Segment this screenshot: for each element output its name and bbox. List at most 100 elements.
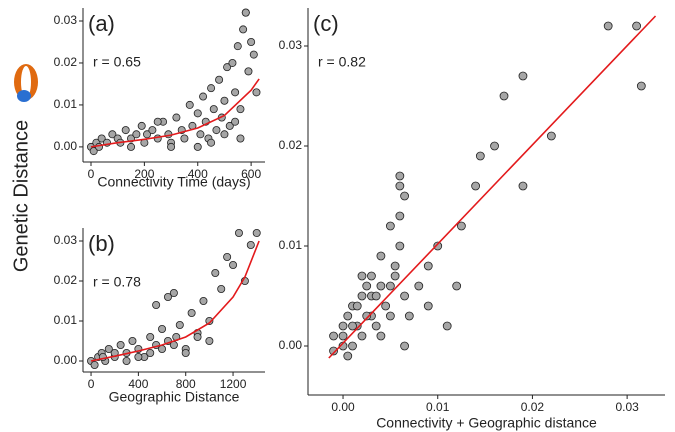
x-tick-label: 0 xyxy=(88,377,95,391)
panel-label: (a) xyxy=(88,11,115,36)
point xyxy=(457,221,466,231)
point xyxy=(338,331,348,341)
point xyxy=(329,331,338,341)
point xyxy=(357,291,367,301)
x-axis-label: Geographic Distance xyxy=(109,389,240,405)
point xyxy=(385,221,395,231)
point xyxy=(376,281,386,291)
point xyxy=(122,356,131,365)
point xyxy=(390,261,400,271)
point xyxy=(205,316,214,325)
y-tick-label: 0.01 xyxy=(54,313,78,327)
point xyxy=(193,142,202,151)
point xyxy=(390,271,400,281)
point xyxy=(371,321,381,331)
point xyxy=(196,130,205,139)
point xyxy=(367,271,376,281)
x-tick-label: 400 xyxy=(128,377,148,391)
point xyxy=(348,341,357,351)
panel: 0.00 0.01 0.02 0.03 0.00 0.01 0.02 0.03 Connecti… xyxy=(279,8,665,431)
point xyxy=(205,336,214,345)
point xyxy=(225,121,234,130)
point xyxy=(352,301,362,311)
x-tick-label: 0.01 xyxy=(426,400,450,414)
point xyxy=(385,281,395,291)
point xyxy=(338,321,348,331)
y-tick-label: 0.01 xyxy=(279,238,303,252)
panel-label: (b) xyxy=(88,231,115,256)
point xyxy=(381,301,391,311)
y-tick-label: 0.02 xyxy=(54,273,78,287)
x-tick-label: 1200 xyxy=(220,377,247,391)
point xyxy=(207,84,216,93)
point xyxy=(116,340,125,349)
point xyxy=(212,126,221,135)
point xyxy=(475,151,485,161)
point xyxy=(132,130,141,139)
point xyxy=(134,352,143,361)
x-tick-label: 0.03 xyxy=(615,400,639,414)
point xyxy=(376,331,386,341)
y-tick-label: 0.00 xyxy=(54,139,78,153)
point xyxy=(395,211,405,221)
point xyxy=(217,284,226,293)
point xyxy=(471,181,481,191)
point xyxy=(452,281,462,291)
annotation: r = 0.78 xyxy=(93,274,141,290)
point xyxy=(207,138,216,147)
point xyxy=(348,321,357,331)
point xyxy=(231,117,240,126)
point xyxy=(490,141,499,151)
point xyxy=(158,324,167,333)
x-axis-label: Connectivity Time (days) xyxy=(97,174,250,190)
y-tick-label: 0.02 xyxy=(54,55,78,69)
annotation: r = 0.65 xyxy=(93,54,141,70)
point xyxy=(423,301,433,311)
annotation: r = 0.82 xyxy=(318,54,366,70)
point xyxy=(187,308,196,317)
x-tick-label: 800 xyxy=(176,377,196,391)
point xyxy=(376,251,386,261)
point xyxy=(236,134,245,143)
point xyxy=(167,142,176,151)
point xyxy=(252,88,261,97)
point xyxy=(400,341,409,351)
x-tick-label: 600 xyxy=(241,167,261,181)
point xyxy=(252,228,261,237)
fish-stripe xyxy=(21,66,31,98)
x-tick-label: 200 xyxy=(134,167,154,181)
point xyxy=(108,130,117,139)
x-tick-label: 0.02 xyxy=(521,400,545,414)
point xyxy=(223,252,232,261)
point xyxy=(180,134,189,143)
point xyxy=(95,142,104,151)
point xyxy=(148,126,157,135)
point xyxy=(249,50,258,59)
point xyxy=(404,311,414,321)
point xyxy=(158,344,167,353)
point xyxy=(137,121,146,130)
point xyxy=(400,191,409,201)
point xyxy=(357,271,367,281)
point xyxy=(343,311,353,321)
fish-fin xyxy=(17,90,31,102)
y-tick-label: 0.00 xyxy=(279,338,303,352)
point xyxy=(209,105,218,114)
point xyxy=(193,332,202,341)
point xyxy=(395,241,405,251)
point xyxy=(499,91,509,101)
point xyxy=(127,142,136,151)
point xyxy=(220,130,229,139)
fit-line xyxy=(328,15,657,359)
point xyxy=(220,96,229,105)
point xyxy=(239,25,248,34)
point xyxy=(385,311,395,321)
point xyxy=(442,321,452,331)
point xyxy=(329,346,338,356)
fit-line xyxy=(90,240,260,362)
panel-label: (c) xyxy=(313,11,339,36)
point xyxy=(231,88,240,97)
x-axis-label: Connectivity + Geographic distance xyxy=(376,415,597,431)
